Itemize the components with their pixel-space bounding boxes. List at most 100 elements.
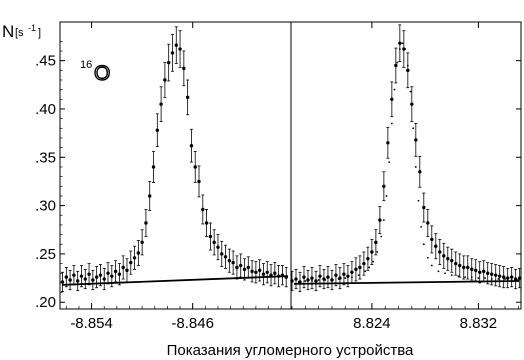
- data-point: [290, 279, 294, 283]
- x-tick-label: 8.832: [460, 315, 498, 332]
- data-point: [509, 275, 514, 279]
- data-point: [406, 68, 410, 73]
- data-point: [72, 273, 76, 277]
- fit-point: [464, 276, 466, 279]
- data-point: [497, 274, 502, 278]
- x-axis-ticks: -8.854 -8.846 8.824 8.832: [65, 22, 519, 332]
- data-point: [306, 278, 310, 282]
- fit-point: [426, 256, 429, 259]
- fit-point: [444, 272, 447, 275]
- data-point: [466, 265, 470, 270]
- data-point: [148, 194, 152, 198]
- data-point: [151, 165, 156, 169]
- data-point: [265, 270, 269, 274]
- data-point: [94, 275, 99, 279]
- data-point: [64, 275, 69, 279]
- fit-point: [396, 61, 399, 64]
- data-point: [170, 51, 175, 55]
- data-point: [358, 265, 362, 270]
- data-point: [113, 269, 118, 274]
- fit-point: [504, 278, 506, 280]
- data-point: [414, 138, 418, 142]
- data-point: [517, 276, 522, 280]
- fit-point: [382, 219, 385, 221]
- data-point: [106, 271, 110, 275]
- y-axis-label-unit: [s: [15, 27, 24, 39]
- y-tick-label: .20: [35, 294, 56, 311]
- data-point: [438, 250, 442, 254]
- data-point: [346, 274, 350, 278]
- data-point: [398, 41, 402, 45]
- fit-point: [297, 281, 300, 283]
- fit-point: [470, 276, 473, 279]
- data-point: [178, 47, 182, 51]
- data-point: [310, 276, 314, 280]
- fit-point: [388, 161, 391, 164]
- data-point: [227, 258, 232, 263]
- data-point: [434, 244, 438, 248]
- data-point: [505, 276, 510, 280]
- fit-point: [414, 166, 417, 168]
- background-line: [61, 275, 289, 286]
- data-point: [102, 277, 106, 281]
- fit-point: [311, 280, 313, 282]
- data-point: [166, 60, 171, 65]
- fit-point: [304, 280, 307, 282]
- data-point: [382, 184, 386, 188]
- fit-point: [457, 275, 460, 278]
- data-point: [410, 102, 414, 106]
- data-point: [366, 257, 370, 261]
- data-point: [390, 97, 394, 102]
- fit-point: [477, 277, 480, 279]
- data-point: [83, 277, 87, 281]
- data-point: [426, 221, 430, 225]
- data-point: [394, 63, 398, 68]
- data-point: [208, 234, 213, 239]
- data-point: [239, 263, 243, 268]
- fit-point: [351, 276, 353, 279]
- data-point: [220, 252, 224, 256]
- data-point: [386, 141, 390, 145]
- data-point: [242, 267, 247, 272]
- series-layer: [60, 24, 522, 293]
- y-axis-label-exponent: -1: [28, 23, 36, 33]
- data-point: [250, 269, 254, 274]
- fit-point: [385, 195, 388, 197]
- x-axis-title: Показания угломерного устройства: [167, 342, 414, 359]
- data-point: [257, 268, 262, 273]
- data-point: [121, 265, 125, 270]
- data-point: [350, 270, 354, 274]
- data-point: [98, 273, 103, 277]
- fit-point: [409, 90, 412, 93]
- data-point: [362, 261, 366, 266]
- y-tick-label: .30: [35, 198, 56, 215]
- data-point: [474, 268, 478, 273]
- data-point: [470, 267, 474, 272]
- data-point: [159, 102, 163, 106]
- background-line: [293, 280, 520, 285]
- fit-point: [412, 127, 415, 130]
- data-point: [216, 245, 220, 249]
- data-point: [254, 270, 258, 274]
- data-point: [418, 170, 422, 174]
- data-point: [302, 275, 306, 279]
- data-point: [478, 270, 482, 274]
- data-point: [140, 240, 144, 245]
- data-point: [60, 280, 65, 284]
- data-point: [374, 240, 378, 245]
- fit-point: [393, 88, 396, 91]
- data-point: [442, 254, 446, 258]
- fit-point: [380, 235, 383, 238]
- x-tick-label: 8.824: [353, 315, 391, 332]
- data-point: [462, 265, 466, 270]
- fit-point: [390, 122, 393, 125]
- fit-point: [357, 274, 360, 277]
- data-point: [182, 66, 186, 71]
- fit-point: [420, 225, 423, 228]
- data-point: [197, 179, 201, 184]
- fit-point: [417, 199, 420, 202]
- data-point: [235, 265, 239, 270]
- data-point: [273, 271, 277, 275]
- data-point: [110, 274, 114, 278]
